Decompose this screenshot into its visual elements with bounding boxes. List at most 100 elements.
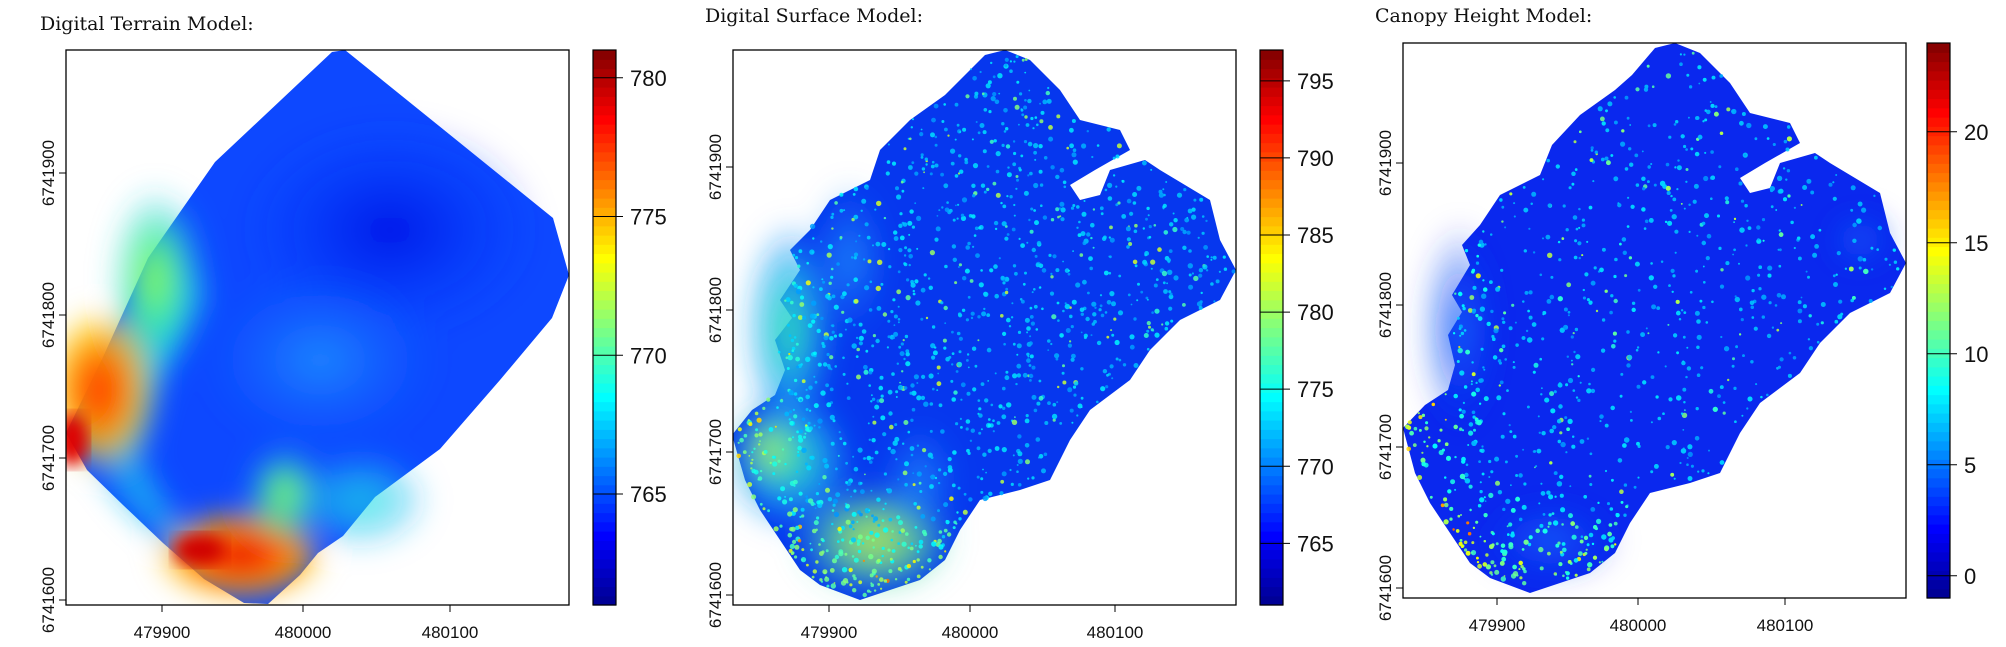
raster-cell [887,143,890,146]
raster-cell [1540,482,1543,485]
raster-cell [1532,251,1536,254]
colorbar-segment [593,290,616,301]
raster-cell [1031,394,1037,400]
raster-cell [1571,359,1573,362]
raster-cell [1460,331,1465,336]
raster-cell [1431,402,1436,407]
raster-cell [1624,437,1630,443]
raster-cell [1571,534,1577,540]
raster-cell [1062,364,1065,368]
raster-cell [825,383,829,388]
raster-cell [1578,226,1581,229]
raster-cell [813,375,816,378]
raster-cell [751,458,754,461]
dtm-y-tick: 6741700 [39,425,58,491]
raster-cell [1071,353,1076,359]
raster-cell [1550,408,1556,414]
raster-cell [875,285,881,292]
colorbar-segment [1260,429,1283,440]
raster-cell [973,234,977,237]
colorbar-segment [1260,586,1283,597]
raster-cell [1873,194,1876,197]
raster-cell [796,365,800,369]
raster-cell [1593,525,1598,530]
raster-cell [1780,322,1783,325]
raster-cell [1622,250,1628,255]
raster-cell [1081,143,1087,149]
raster-cell [911,161,915,165]
raster-cell [813,520,819,526]
raster-cell [1425,421,1429,425]
raster-cell [1505,498,1511,504]
raster-cell [1468,422,1474,427]
raster-cell [853,557,859,563]
raster-cell [1614,257,1618,262]
raster-cell [1560,507,1566,513]
colorbar-segment [593,133,616,144]
raster-cell [1798,256,1802,261]
colorbar-segment [593,475,616,486]
raster-cell [1604,289,1608,293]
raster-cell [1665,73,1672,79]
raster-cell [767,509,770,513]
raster-cell [1837,314,1843,320]
raster-cell [807,421,811,425]
raster-cell [1579,381,1582,384]
raster-cell [829,568,835,573]
raster-cell [768,427,774,432]
raster-cell [1740,199,1745,203]
colorbar-segment [593,392,616,403]
colorbar-segment [593,309,616,319]
raster-cell [964,160,969,165]
raster-cell [1523,569,1527,574]
raster-cell [1549,294,1555,300]
raster-cell [1676,395,1682,401]
raster-cell [972,194,976,198]
raster-cell [1055,207,1060,212]
raster-cell [1491,334,1495,339]
raster-cell [1421,451,1424,454]
raster-cell [931,160,935,164]
raster-cell [1077,233,1082,238]
raster-cell [1634,153,1639,158]
raster-cell [1539,566,1544,571]
raster-cell [1562,204,1566,208]
colorbar-segment [593,383,616,393]
colorbar-segment [1260,346,1283,356]
colorbar-segment [1927,542,1950,553]
raster-cell [998,257,1001,260]
raster-cell [1697,65,1702,70]
raster-cell [887,446,891,451]
raster-cell [1191,272,1194,275]
colorbar-segment [593,447,616,458]
raster-cell [1753,326,1758,331]
raster-cell [1833,282,1838,287]
raster-cell [1029,379,1032,382]
raster-cell [907,430,911,434]
raster-cell [938,403,943,408]
raster-cell [1126,198,1132,204]
raster-cell [1026,331,1029,334]
raster-cell [943,183,949,189]
raster-cell [944,264,948,269]
raster-cell [1553,471,1558,475]
raster-cell [885,171,890,176]
raster-cell [1806,178,1812,184]
raster-cell [779,399,784,403]
colorbar-tick-label: 775 [630,205,667,230]
raster-cell [860,489,865,495]
raster-cell [793,392,798,396]
colorbar-segment [593,235,616,245]
raster-cell [1029,306,1033,310]
raster-cell [853,576,857,581]
raster-cell [1087,291,1090,295]
colorbar-segment [593,364,616,375]
raster-cell [1018,237,1021,240]
colorbar-segment [1927,413,1950,423]
raster-cell [1613,96,1616,99]
dsm-title: Digital Surface Model: [705,5,923,27]
colorbar-segment [1260,207,1283,218]
raster-cell [1012,140,1016,143]
colorbar-segment [593,262,616,273]
raster-cell [801,447,807,453]
